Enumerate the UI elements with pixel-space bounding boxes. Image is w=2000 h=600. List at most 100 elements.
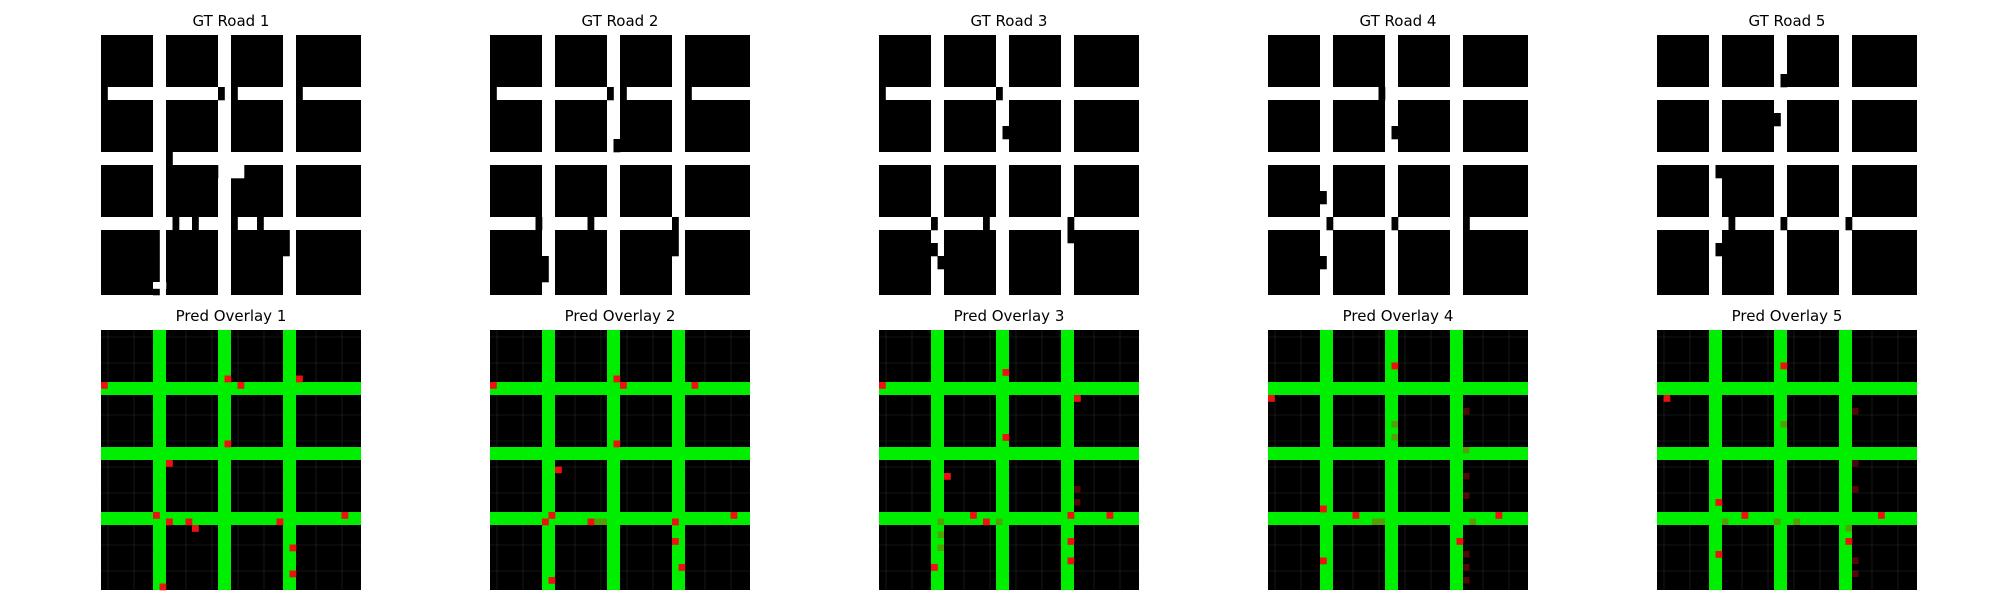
- error-cell: [555, 466, 562, 474]
- faint-error-cell: [1463, 408, 1470, 415]
- road-band-vertical: [1385, 330, 1398, 590]
- building-cell: [153, 236, 160, 244]
- panel-title: GT Road 1: [193, 12, 270, 30]
- building-cell: [153, 275, 160, 283]
- road-cell: [231, 171, 238, 179]
- error-cell: [970, 512, 977, 519]
- panel-title: Pred Overlay 5: [1732, 307, 1843, 325]
- building-cell: [672, 217, 679, 224]
- road-band-vertical: [607, 330, 620, 590]
- faint-error-cell: [1372, 518, 1379, 525]
- building-cell: [672, 243, 679, 250]
- building-cell: [1780, 74, 1788, 81]
- building-cell: [1067, 223, 1075, 231]
- panel-title: GT Road 3: [971, 12, 1048, 30]
- panel-10: Pred Overlay 5: [1657, 307, 1917, 590]
- building-cell: [944, 165, 951, 172]
- road-band-vertical: [1450, 35, 1463, 295]
- building-cell: [1728, 217, 1736, 224]
- building-cell: [1002, 132, 1010, 140]
- building-cell: [296, 93, 303, 101]
- road-band-vertical: [607, 35, 620, 295]
- building-cell: [1852, 236, 1859, 244]
- building-cell: [1067, 217, 1075, 224]
- error-cell: [730, 512, 738, 519]
- building-cell: [185, 171, 193, 179]
- building-cell: [211, 165, 219, 172]
- faint-error-cell: [1074, 486, 1081, 493]
- building-cell: [931, 243, 938, 250]
- building-cell: [672, 223, 679, 231]
- building-cell: [937, 262, 945, 270]
- road-band-vertical: [1061, 330, 1074, 590]
- road-band-vertical: [1320, 330, 1333, 590]
- error-cell: [1002, 434, 1010, 441]
- error-cell: [542, 518, 549, 526]
- error-cell: [691, 382, 699, 389]
- building-cell: [685, 87, 692, 94]
- error-cell: [237, 382, 245, 389]
- faint-error-cell: [1378, 518, 1385, 525]
- building-cell: [101, 87, 108, 94]
- building-cell: [1858, 132, 1866, 140]
- error-cell: [613, 375, 621, 383]
- building-cell: [672, 249, 679, 257]
- road-band-vertical: [153, 330, 166, 590]
- building-cell: [613, 145, 621, 153]
- error-cell: [1663, 395, 1671, 402]
- building-cell: [879, 87, 886, 94]
- road-band-vertical: [1385, 35, 1398, 295]
- error-cell: [1268, 395, 1275, 402]
- building-cell: [620, 93, 627, 101]
- faint-error-cell: [1463, 492, 1470, 499]
- road-band-vertical: [542, 35, 555, 295]
- faint-error-cell: [1463, 447, 1470, 454]
- faint-error-cell: [1774, 518, 1781, 525]
- error-cell: [944, 473, 951, 480]
- error-cell: [1780, 362, 1788, 370]
- faint-error-cell: [1722, 518, 1729, 525]
- error-cell: [1352, 512, 1360, 519]
- building-cell: [1845, 223, 1853, 231]
- error-cell: [931, 564, 938, 571]
- building-cell: [1780, 217, 1788, 224]
- building-cell: [296, 87, 303, 94]
- road-band-vertical: [1061, 35, 1074, 295]
- faint-error-cell: [1852, 486, 1859, 493]
- building-cell: [1463, 223, 1470, 231]
- building-cell: [555, 165, 562, 172]
- building-cell: [1463, 119, 1470, 127]
- building-cell: [931, 217, 938, 224]
- panel-title: Pred Overlay 1: [176, 307, 287, 325]
- faint-error-cell: [1463, 551, 1470, 558]
- building-cell: [542, 275, 549, 283]
- error-cell: [672, 538, 679, 545]
- error-cell: [185, 518, 193, 526]
- road-band-vertical: [1774, 330, 1787, 590]
- error-cell: [1320, 557, 1327, 565]
- panel-title: GT Road 5: [1749, 12, 1826, 30]
- building-cell: [231, 217, 238, 224]
- building-cell: [1715, 243, 1723, 250]
- building-cell: [1715, 165, 1723, 172]
- error-cell: [548, 512, 556, 519]
- road-band-vertical: [931, 330, 944, 590]
- faint-error-cell: [937, 518, 944, 525]
- building-cell: [218, 87, 225, 94]
- faint-error-cell: [1391, 434, 1398, 441]
- faint-error-cell: [1852, 408, 1859, 415]
- road-band-vertical: [218, 330, 231, 590]
- building-cell: [490, 93, 497, 101]
- building-cell: [996, 93, 1003, 101]
- panel-9: Pred Overlay 4: [1268, 307, 1528, 590]
- error-cell: [289, 544, 297, 552]
- panel-5: GT Road 5: [1657, 12, 1917, 295]
- building-cell: [166, 158, 173, 166]
- error-cell: [613, 440, 621, 448]
- road-cell: [237, 165, 245, 172]
- road-cell: [159, 282, 167, 289]
- road-band-vertical: [1709, 330, 1722, 590]
- error-cell: [548, 577, 556, 584]
- building-cell: [879, 93, 886, 101]
- error-cell: [224, 440, 232, 448]
